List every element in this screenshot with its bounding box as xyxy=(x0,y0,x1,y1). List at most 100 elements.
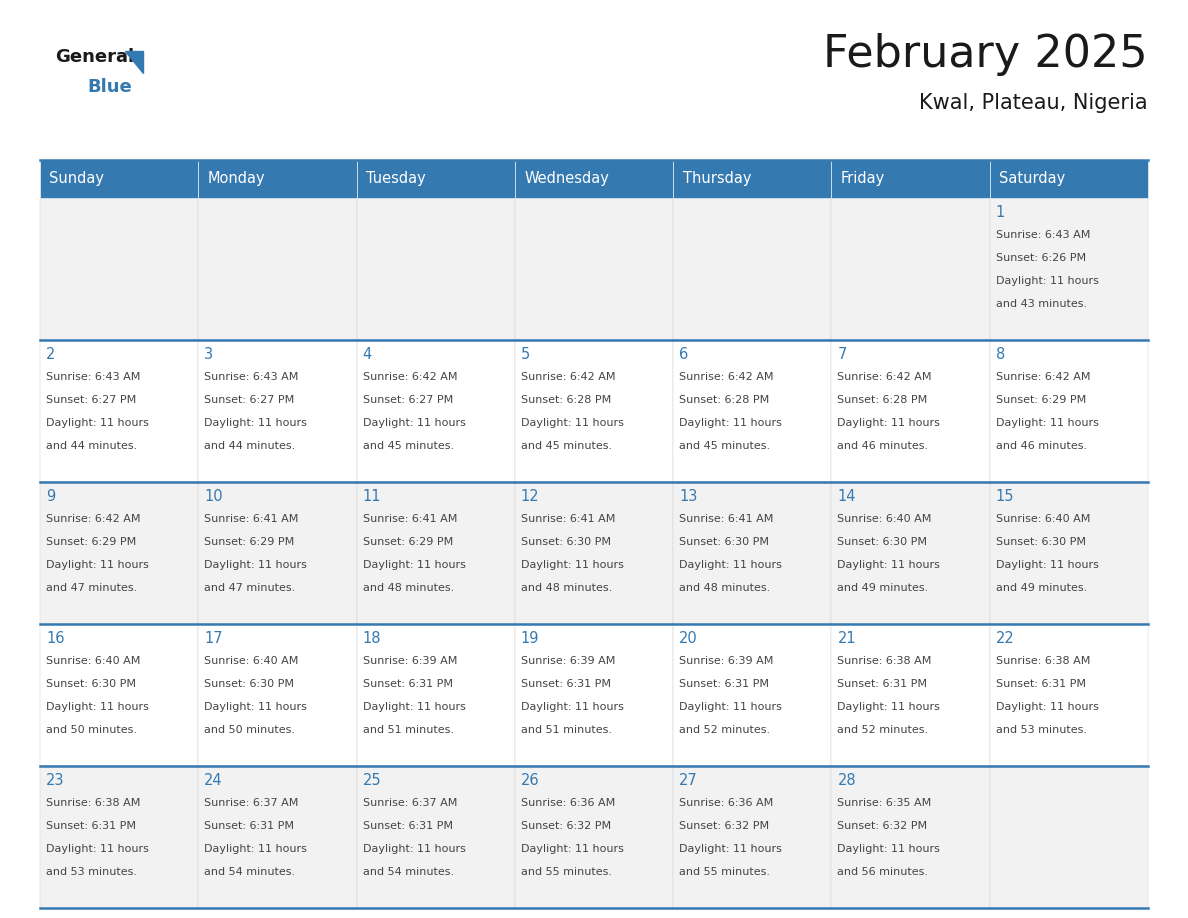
Bar xyxy=(990,624,1148,766)
Text: and 46 minutes.: and 46 minutes. xyxy=(838,441,929,451)
Bar xyxy=(674,198,832,340)
Bar xyxy=(832,624,990,766)
Text: Sunrise: 6:40 AM: Sunrise: 6:40 AM xyxy=(996,514,1091,524)
Bar xyxy=(356,766,514,908)
Text: Daylight: 11 hours: Daylight: 11 hours xyxy=(520,418,624,428)
Text: and 44 minutes.: and 44 minutes. xyxy=(204,441,296,451)
Text: Daylight: 11 hours: Daylight: 11 hours xyxy=(520,702,624,712)
Text: Sunset: 6:31 PM: Sunset: 6:31 PM xyxy=(46,821,135,831)
Bar xyxy=(674,766,832,908)
Text: Daylight: 11 hours: Daylight: 11 hours xyxy=(838,418,941,428)
Text: and 55 minutes.: and 55 minutes. xyxy=(680,867,770,877)
Text: and 45 minutes.: and 45 minutes. xyxy=(362,441,454,451)
Text: 22: 22 xyxy=(996,631,1015,646)
Text: 24: 24 xyxy=(204,773,223,788)
Text: Daylight: 11 hours: Daylight: 11 hours xyxy=(362,560,466,570)
Bar xyxy=(674,482,832,624)
Bar xyxy=(40,160,198,198)
Text: 16: 16 xyxy=(46,631,64,646)
Text: and 48 minutes.: and 48 minutes. xyxy=(520,583,612,593)
Text: Kwal, Plateau, Nigeria: Kwal, Plateau, Nigeria xyxy=(920,93,1148,113)
Text: Daylight: 11 hours: Daylight: 11 hours xyxy=(46,844,148,854)
Text: Thursday: Thursday xyxy=(683,172,751,186)
Text: Daylight: 11 hours: Daylight: 11 hours xyxy=(996,702,1099,712)
Text: 13: 13 xyxy=(680,489,697,504)
Bar xyxy=(356,160,514,198)
Text: and 48 minutes.: and 48 minutes. xyxy=(680,583,770,593)
Text: and 56 minutes.: and 56 minutes. xyxy=(838,867,929,877)
Text: Daylight: 11 hours: Daylight: 11 hours xyxy=(46,560,148,570)
Text: Sunset: 6:27 PM: Sunset: 6:27 PM xyxy=(46,395,137,405)
Bar xyxy=(674,624,832,766)
Text: Sunrise: 6:41 AM: Sunrise: 6:41 AM xyxy=(680,514,773,524)
Text: Sunrise: 6:36 AM: Sunrise: 6:36 AM xyxy=(520,798,615,808)
Bar xyxy=(674,340,832,482)
Text: Daylight: 11 hours: Daylight: 11 hours xyxy=(680,418,782,428)
Text: and 52 minutes.: and 52 minutes. xyxy=(680,725,770,735)
Bar xyxy=(40,766,198,908)
Text: Sunrise: 6:41 AM: Sunrise: 6:41 AM xyxy=(362,514,457,524)
Text: Sunrise: 6:39 AM: Sunrise: 6:39 AM xyxy=(362,656,457,666)
Bar xyxy=(356,198,514,340)
Bar xyxy=(832,160,990,198)
Text: Sunset: 6:30 PM: Sunset: 6:30 PM xyxy=(680,537,769,547)
Text: Daylight: 11 hours: Daylight: 11 hours xyxy=(838,844,941,854)
Text: 19: 19 xyxy=(520,631,539,646)
Text: Sunday: Sunday xyxy=(50,172,105,186)
Text: Sunrise: 6:40 AM: Sunrise: 6:40 AM xyxy=(46,656,140,666)
Text: Sunset: 6:28 PM: Sunset: 6:28 PM xyxy=(838,395,928,405)
Text: Daylight: 11 hours: Daylight: 11 hours xyxy=(204,560,308,570)
Text: Sunrise: 6:42 AM: Sunrise: 6:42 AM xyxy=(362,372,457,382)
Bar xyxy=(990,766,1148,908)
Text: and 50 minutes.: and 50 minutes. xyxy=(46,725,137,735)
Text: Sunrise: 6:41 AM: Sunrise: 6:41 AM xyxy=(520,514,615,524)
Text: Sunset: 6:30 PM: Sunset: 6:30 PM xyxy=(838,537,928,547)
Text: and 54 minutes.: and 54 minutes. xyxy=(204,867,296,877)
Text: 9: 9 xyxy=(46,489,56,504)
Text: Sunset: 6:31 PM: Sunset: 6:31 PM xyxy=(838,679,928,689)
Text: 8: 8 xyxy=(996,347,1005,362)
Bar xyxy=(356,624,514,766)
Text: Sunset: 6:32 PM: Sunset: 6:32 PM xyxy=(680,821,770,831)
Text: 2: 2 xyxy=(46,347,56,362)
Bar xyxy=(198,340,356,482)
Text: Sunrise: 6:39 AM: Sunrise: 6:39 AM xyxy=(520,656,615,666)
Bar xyxy=(514,160,674,198)
Text: Sunrise: 6:42 AM: Sunrise: 6:42 AM xyxy=(680,372,773,382)
Text: Sunset: 6:28 PM: Sunset: 6:28 PM xyxy=(520,395,611,405)
Text: 25: 25 xyxy=(362,773,381,788)
Text: Sunset: 6:31 PM: Sunset: 6:31 PM xyxy=(362,821,453,831)
Text: Sunrise: 6:43 AM: Sunrise: 6:43 AM xyxy=(996,230,1091,240)
Text: Sunrise: 6:40 AM: Sunrise: 6:40 AM xyxy=(204,656,298,666)
Text: 28: 28 xyxy=(838,773,857,788)
Text: Daylight: 11 hours: Daylight: 11 hours xyxy=(680,844,782,854)
Text: Sunset: 6:31 PM: Sunset: 6:31 PM xyxy=(204,821,295,831)
Text: Wednesday: Wednesday xyxy=(524,172,609,186)
Bar xyxy=(514,198,674,340)
Text: 10: 10 xyxy=(204,489,223,504)
Text: Sunrise: 6:43 AM: Sunrise: 6:43 AM xyxy=(204,372,298,382)
Text: and 52 minutes.: and 52 minutes. xyxy=(838,725,929,735)
Text: Sunrise: 6:38 AM: Sunrise: 6:38 AM xyxy=(838,656,931,666)
Text: Sunset: 6:30 PM: Sunset: 6:30 PM xyxy=(204,679,295,689)
Text: General: General xyxy=(55,48,134,66)
Bar xyxy=(40,198,198,340)
Text: 27: 27 xyxy=(680,773,697,788)
Text: Sunrise: 6:40 AM: Sunrise: 6:40 AM xyxy=(838,514,931,524)
Text: Sunrise: 6:36 AM: Sunrise: 6:36 AM xyxy=(680,798,773,808)
Text: Sunset: 6:29 PM: Sunset: 6:29 PM xyxy=(362,537,453,547)
Bar xyxy=(198,766,356,908)
Text: Sunset: 6:32 PM: Sunset: 6:32 PM xyxy=(520,821,611,831)
Text: Sunrise: 6:41 AM: Sunrise: 6:41 AM xyxy=(204,514,298,524)
Text: 14: 14 xyxy=(838,489,855,504)
Bar xyxy=(990,482,1148,624)
Bar xyxy=(832,198,990,340)
Text: and 47 minutes.: and 47 minutes. xyxy=(46,583,138,593)
Text: and 50 minutes.: and 50 minutes. xyxy=(204,725,296,735)
Text: Daylight: 11 hours: Daylight: 11 hours xyxy=(838,702,941,712)
Text: Sunset: 6:31 PM: Sunset: 6:31 PM xyxy=(996,679,1086,689)
Text: Sunrise: 6:42 AM: Sunrise: 6:42 AM xyxy=(838,372,931,382)
Text: Daylight: 11 hours: Daylight: 11 hours xyxy=(46,418,148,428)
Text: and 45 minutes.: and 45 minutes. xyxy=(680,441,770,451)
Text: 7: 7 xyxy=(838,347,847,362)
